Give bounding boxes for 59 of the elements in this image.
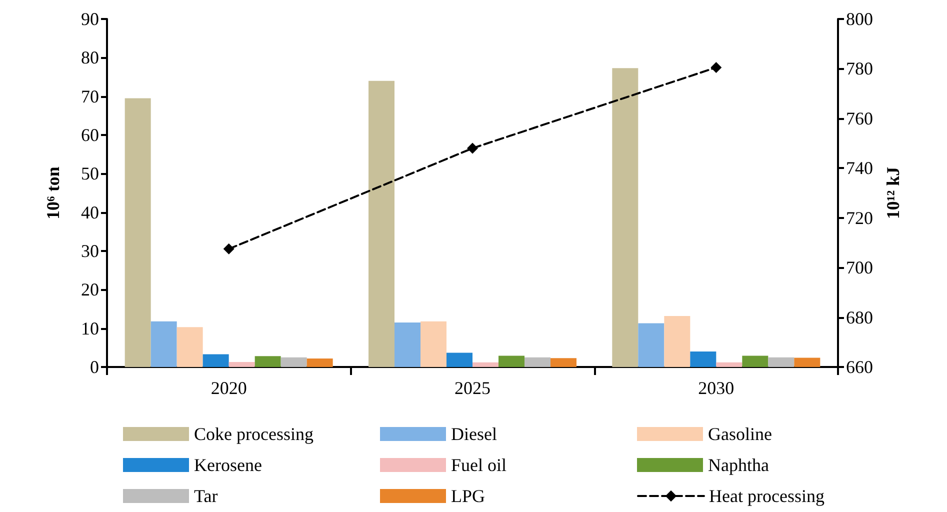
bar [150, 321, 177, 367]
bar [394, 322, 420, 367]
legend-label: Tar [194, 486, 218, 506]
y-tick-label: 30 [81, 241, 99, 261]
x-tick-label: 2025 [454, 378, 490, 398]
bar [176, 327, 203, 367]
point [223, 243, 234, 254]
y2-tick-label: 700 [846, 258, 873, 278]
legend-label: Fuel oil [451, 455, 507, 475]
legend-label: Diesel [451, 424, 497, 444]
bar [716, 362, 742, 367]
bar [228, 362, 255, 367]
bar [254, 356, 281, 367]
y-tick-label: 60 [81, 125, 99, 145]
y-tick-label: 0 [90, 357, 99, 377]
legend-label: LPG [451, 486, 486, 506]
bar [768, 357, 794, 367]
y-tick-label: 10 [81, 318, 99, 338]
bar [368, 80, 394, 367]
y2-tick-label: 720 [846, 208, 873, 228]
y2-tick-label: 760 [846, 108, 873, 128]
y2-tick-label: 660 [846, 357, 873, 377]
bar [472, 362, 498, 367]
legend-label: Kerosene [194, 455, 262, 475]
x-tick-label: 2030 [698, 378, 734, 398]
legend-label: Gasoline [708, 424, 772, 444]
legend-label: Coke processing [194, 424, 314, 444]
y2-axis-title: 10¹² kJ [882, 166, 903, 220]
legend-label: Heat processing [709, 486, 824, 506]
x-tick-label: 2020 [210, 378, 247, 398]
y-tick-label: 90 [81, 9, 99, 29]
y-tick-label: 70 [81, 86, 99, 106]
y2-tick-label: 680 [846, 307, 873, 328]
bar [742, 356, 768, 367]
bar [420, 321, 446, 367]
y-tick-label: 50 [81, 164, 99, 184]
y2-tick-label: 800 [846, 9, 873, 29]
bar [690, 352, 716, 367]
y-axis-title: 10⁶ ton [43, 166, 63, 220]
bar [498, 356, 524, 367]
bar [664, 316, 690, 367]
point [467, 142, 478, 154]
bar [638, 323, 664, 367]
y-tick-label: 80 [81, 48, 99, 68]
bar [124, 98, 151, 367]
bar [306, 358, 333, 367]
y-tick-label: 20 [81, 280, 99, 300]
bar [280, 357, 307, 367]
bar [446, 352, 472, 367]
bar [550, 358, 576, 367]
bar [202, 354, 229, 367]
bar [794, 358, 820, 367]
bar [524, 357, 550, 367]
y2-tick-label: 780 [846, 58, 873, 79]
point [710, 62, 722, 73]
y2-tick-label: 740 [846, 158, 873, 178]
y-tick-label: 40 [81, 202, 99, 222]
bar [612, 68, 638, 367]
legend-label: Naphtha [708, 455, 769, 475]
